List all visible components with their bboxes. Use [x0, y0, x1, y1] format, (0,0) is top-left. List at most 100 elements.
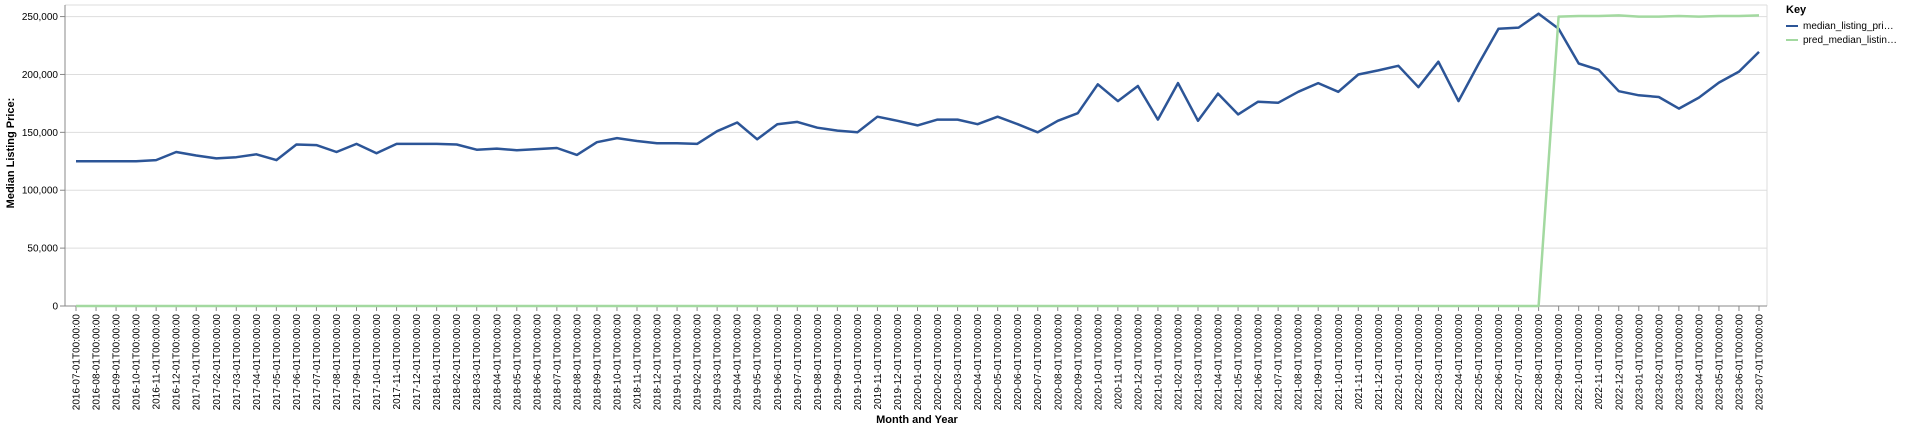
y-tick-label: 150,000 [22, 128, 59, 139]
legend: Key median_listing_pri… pred_median_list… [1786, 4, 1897, 46]
legend-label-median-listing-price: median_listing_pri… [1803, 21, 1894, 32]
x-tick-label: 2017-01-01T00:00:00 [192, 314, 203, 411]
legend-title: Key [1786, 4, 1807, 16]
x-tick-label: 2020-07-01T00:00:00 [1033, 314, 1044, 411]
x-tick-label: 2022-09-01T00:00:00 [1554, 314, 1565, 411]
x-tick-label: 2022-04-01T00:00:00 [1454, 314, 1465, 411]
x-tick-label: 2021-11-01T00:00:00 [1354, 314, 1365, 410]
x-tick-label: 2017-07-01T00:00:00 [312, 314, 323, 411]
x-tick-label: 2021-01-01T00:00:00 [1153, 314, 1164, 411]
x-tick-label: 2019-01-01T00:00:00 [673, 314, 684, 411]
x-tick-label: 2022-11-01T00:00:00 [1594, 314, 1605, 410]
series-line-median-listing-price [76, 12, 1760, 163]
x-tick-label: 2023-02-01T00:00:00 [1654, 314, 1665, 411]
x-tick-label: 2019-10-01T00:00:00 [853, 314, 864, 411]
x-tick-label: 2023-03-01T00:00:00 [1674, 314, 1685, 411]
x-tick-label: 2020-10-01T00:00:00 [1093, 314, 1104, 411]
x-tick-label: 2022-07-01T00:00:00 [1514, 314, 1525, 411]
x-tick-label: 2020-03-01T00:00:00 [953, 314, 964, 411]
x-tick-label: 2021-06-01T00:00:00 [1254, 314, 1265, 411]
legend-label-pred-median-listing-price: pred_median_listin… [1803, 35, 1897, 46]
x-tick-label: 2017-05-01T00:00:00 [272, 314, 283, 411]
x-tick-label: 2017-03-01T00:00:00 [232, 314, 243, 411]
y-tick-label: 50,000 [27, 244, 58, 255]
x-tick-label: 2018-08-01T00:00:00 [572, 314, 583, 411]
x-tick-label: 2017-09-01T00:00:00 [352, 314, 363, 411]
x-tick-label: 2018-02-01T00:00:00 [452, 314, 463, 411]
x-tick-label: 2017-02-01T00:00:00 [212, 314, 223, 411]
x-tick-label: 2020-01-01T00:00:00 [913, 314, 924, 411]
x-tick-label: 2018-07-01T00:00:00 [552, 314, 563, 411]
x-tick-label: 2020-02-01T00:00:00 [933, 314, 944, 411]
y-axis: 0 50,000 100,000 150,000 200,000 250,000 [22, 5, 66, 313]
x-tick-label: 2017-04-01T00:00:00 [252, 314, 263, 411]
x-axis-title: Month and Year [876, 414, 958, 426]
x-tick-label: 2017-12-01T00:00:00 [412, 314, 423, 411]
x-tick-label: 2016-11-01T00:00:00 [152, 314, 163, 410]
gridlines [65, 4, 1768, 307]
x-tick-label: 2020-12-01T00:00:00 [1133, 314, 1144, 411]
y-tick-label: 250,000 [22, 12, 59, 23]
x-tick-label: 2019-12-01T00:00:00 [893, 314, 904, 411]
x-tick-label: 2017-08-01T00:00:00 [332, 314, 343, 411]
x-tick-label: 2019-06-01T00:00:00 [773, 314, 784, 411]
x-tick-label: 2022-03-01T00:00:00 [1434, 314, 1445, 411]
x-tick-label: 2018-10-01T00:00:00 [612, 314, 623, 411]
x-tick-label: 2021-07-01T00:00:00 [1274, 314, 1285, 411]
x-tick-label: 2017-11-01T00:00:00 [392, 314, 403, 410]
x-tick-label: 2020-08-01T00:00:00 [1053, 314, 1064, 411]
x-tick-label: 2021-08-01T00:00:00 [1294, 314, 1305, 411]
x-tick-label: 2022-06-01T00:00:00 [1494, 314, 1505, 411]
x-tick-label: 2018-09-01T00:00:00 [592, 314, 603, 411]
series-lines [76, 12, 1760, 308]
x-tick-label: 2022-12-01T00:00:00 [1614, 314, 1625, 411]
x-tick-label: 2020-05-01T00:00:00 [993, 314, 1004, 411]
x-tick-label: 2019-07-01T00:00:00 [793, 314, 804, 411]
x-tick-label: 2021-02-01T00:00:00 [1173, 314, 1184, 411]
x-tick-label: 2016-08-01T00:00:00 [92, 314, 103, 411]
x-tick-label: 2019-05-01T00:00:00 [753, 314, 764, 411]
x-tick-label: 2018-03-01T00:00:00 [472, 314, 483, 411]
x-tick-label: 2022-01-01T00:00:00 [1394, 314, 1405, 411]
x-tick-label: 2020-09-01T00:00:00 [1073, 314, 1084, 411]
x-tick-label: 2020-06-01T00:00:00 [1013, 314, 1024, 411]
x-tick-label: 2018-05-01T00:00:00 [512, 314, 523, 411]
y-tick-label: 0 [52, 302, 58, 313]
x-tick-label: 2021-09-01T00:00:00 [1314, 314, 1325, 411]
x-tick-label: 2023-01-01T00:00:00 [1634, 314, 1645, 411]
x-tick-label: 2016-07-01T00:00:00 [72, 314, 83, 411]
x-tick-label: 2016-10-01T00:00:00 [132, 314, 143, 411]
x-tick-label: 2019-04-01T00:00:00 [733, 314, 744, 411]
y-tick-label: 200,000 [22, 70, 59, 81]
x-tick-label: 2019-11-01T00:00:00 [873, 314, 884, 410]
x-tick-label: 2018-12-01T00:00:00 [653, 314, 664, 411]
x-tick-label: 2020-11-01T00:00:00 [1113, 314, 1124, 410]
x-tick-label: 2017-10-01T00:00:00 [372, 314, 383, 411]
series-line-pred-median-listing-price [76, 14, 1760, 308]
x-tick-label: 2016-09-01T00:00:00 [112, 314, 123, 411]
y-tick-label: 100,000 [22, 186, 59, 197]
x-tick-label: 2020-04-01T00:00:00 [973, 314, 984, 411]
x-tick-label: 2021-05-01T00:00:00 [1234, 314, 1245, 411]
x-tick-label: 2019-02-01T00:00:00 [693, 314, 704, 411]
x-tick-label: 2021-12-01T00:00:00 [1374, 314, 1385, 411]
x-tick-label: 2016-12-01T00:00:00 [172, 314, 183, 411]
x-tick-label: 2019-09-01T00:00:00 [833, 314, 844, 411]
x-tick-label: 2017-06-01T00:00:00 [292, 314, 303, 411]
x-tick-label: 2023-06-01T00:00:00 [1734, 314, 1745, 411]
x-tick-label: 2019-08-01T00:00:00 [813, 314, 824, 411]
x-tick-label: 2018-06-01T00:00:00 [532, 314, 543, 411]
x-tick-label: 2018-01-01T00:00:00 [432, 314, 443, 411]
x-tick-label: 2019-03-01T00:00:00 [713, 314, 724, 411]
x-tick-label: 2018-11-01T00:00:00 [633, 314, 644, 410]
x-axis: 2016-07-01T00:00:00 2016-08-01T00:00:00 20… [65, 305, 1767, 411]
x-tick-label: 2021-04-01T00:00:00 [1214, 314, 1225, 411]
x-tick-label: 2022-02-01T00:00:00 [1414, 314, 1425, 411]
x-tick-label: 2018-04-01T00:00:00 [492, 314, 503, 411]
x-tick-label: 2021-10-01T00:00:00 [1334, 314, 1345, 411]
x-tick-label: 2022-10-01T00:00:00 [1574, 314, 1585, 411]
x-tick-label: 2023-07-01T00:00:00 [1755, 314, 1766, 411]
x-tick-label: 2022-08-01T00:00:00 [1534, 314, 1545, 411]
x-tick-label: 2021-03-01T00:00:00 [1194, 314, 1205, 411]
